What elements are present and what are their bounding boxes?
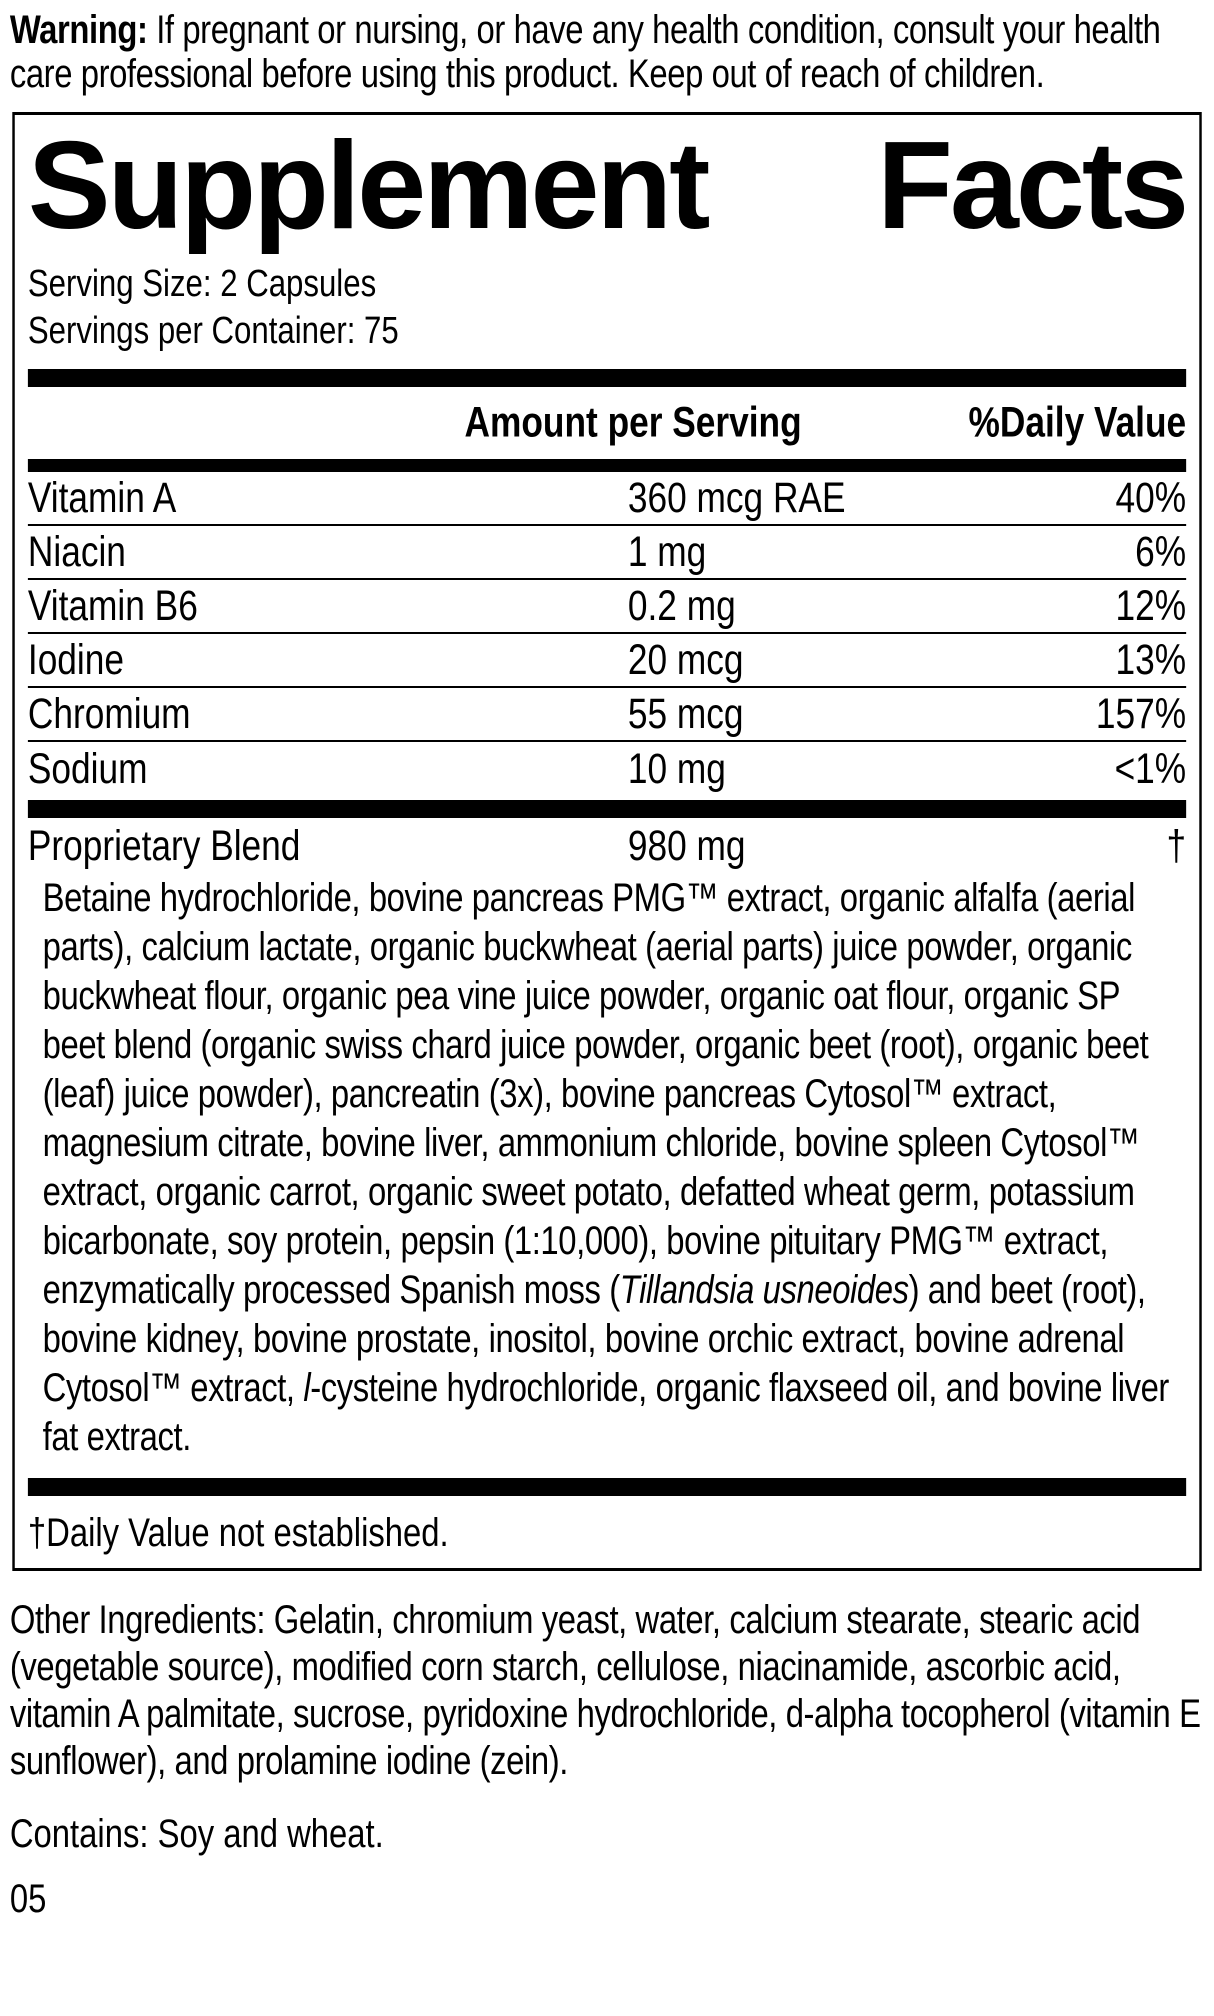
nutrient-amount: 55 mcg — [627, 689, 744, 738]
blend-segment-italic: Tillandsia usneoides — [619, 1268, 909, 1313]
panel-title-word-supplement: Supplement — [27, 117, 711, 255]
serving-size: Serving Size: 2 Capsules — [27, 263, 377, 306]
nutrient-name: Vitamin A — [27, 473, 177, 522]
nutrient-name: Niacin — [27, 527, 126, 576]
proprietary-blend-amount: 980 mg — [627, 821, 746, 870]
warning-label: Warning: — [9, 8, 148, 52]
proprietary-blend-daily-value: † — [1166, 821, 1187, 870]
nutrient-amount: 0.2 mg — [627, 581, 736, 630]
panel-title-word-facts: Facts — [877, 117, 1189, 255]
footer-code: 05 — [9, 1877, 47, 1922]
nutrient-row: Vitamin A 360 mcg RAE 40% — [27, 472, 1187, 527]
divider-bar-bottom — [27, 1478, 1187, 1497]
nutrient-daily-value: 13% — [1115, 635, 1187, 684]
nutrient-daily-value: 40% — [1115, 473, 1187, 522]
servings-per-container: Servings per Container: 75 — [27, 310, 399, 353]
contains-statement: Contains: Soy and wheat. — [9, 1812, 384, 1857]
nutrient-daily-value: 12% — [1115, 581, 1187, 630]
blend-segment: ) and beet (root), bovine kidney, bovine… — [42, 1268, 1146, 1411]
nutrient-daily-value: 6% — [1135, 527, 1187, 576]
nutrient-name: Sodium — [27, 744, 148, 793]
nutrient-daily-value: 157% — [1095, 689, 1187, 738]
nutrient-name: Chromium — [27, 689, 191, 738]
column-header-row: Amount per Serving %Daily Value — [28, 387, 1187, 459]
column-header-daily-value: %Daily Value — [968, 398, 1187, 447]
nutrient-name: Vitamin B6 — [27, 581, 198, 630]
blend-segment-italic: l — [303, 1366, 311, 1411]
other-ingredients-paragraph: Other Ingredients: Gelatin, chromium yea… — [9, 1598, 1201, 1784]
column-header-amount: Amount per Serving — [464, 398, 802, 447]
nutrient-row: Sodium 10 mg <1% — [28, 742, 1186, 796]
panel-title: Supplement Facts — [27, 117, 1189, 255]
nutrient-amount: 10 mg — [627, 744, 726, 793]
nutrient-table: Vitamin A 360 mcg RAE 40% Niacin 1 mg 6% Vitam… — [27, 472, 1187, 796]
warning-text: If pregnant or nursing, or have any heal… — [9, 8, 1161, 96]
warning-paragraph: Warning: If pregnant or nursing, or have… — [10, 8, 1201, 96]
daily-value-footnote: †Daily Value not established. — [27, 1511, 449, 1556]
nutrient-amount: 360 mcg RAE — [627, 473, 846, 522]
nutrient-row: Vitamin B6 0.2 mg 12% — [27, 580, 1187, 635]
nutrient-row: Niacin 1 mg 6% — [27, 526, 1187, 581]
nutrient-amount: 20 mcg — [627, 635, 744, 684]
nutrient-row: Iodine 20 mcg 13% — [27, 634, 1187, 689]
nutrient-amount: 1 mg — [627, 527, 707, 576]
proprietary-blend-row: Proprietary Blend 980 mg † — [28, 818, 1186, 874]
blend-segment: -cysteine hydrochloride, organic flaxsee… — [42, 1366, 1170, 1460]
divider-bar-under-header — [27, 459, 1187, 473]
blend-segment: Betaine hydrochloride, bovine pancreas P… — [42, 876, 1149, 1313]
divider-bar-mid — [27, 800, 1187, 819]
blend-ingredients-paragraph: Betaine hydrochloride, bovine pancreas P… — [28, 874, 1186, 1462]
label-content: Warning: If pregnant or nursing, or have… — [0, 8, 1214, 1922]
serving-info: Serving Size: 2 Capsules Servings per Co… — [28, 261, 1186, 355]
nutrient-daily-value: <1% — [1114, 744, 1187, 793]
supplement-facts-panel: Supplement Facts Serving Size: 2 Capsule… — [12, 112, 1202, 1572]
nutrient-name: Iodine — [27, 635, 125, 684]
proprietary-blend-name: Proprietary Blend — [27, 821, 301, 870]
nutrient-row: Chromium 55 mcg 157% — [27, 688, 1187, 743]
divider-bar-top — [27, 369, 1187, 388]
